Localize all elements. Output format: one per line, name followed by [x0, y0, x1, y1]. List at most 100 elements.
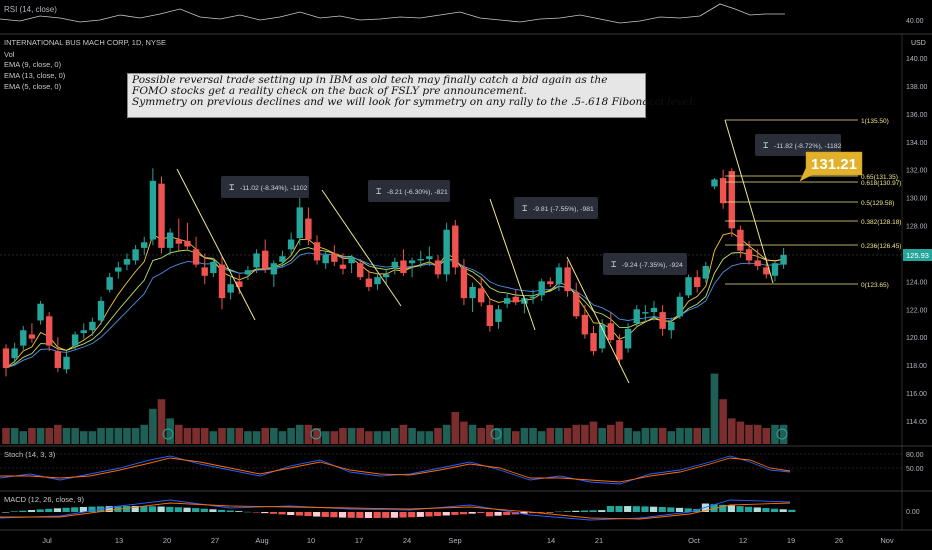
fib-label: 1(135.50) [861, 118, 889, 125]
macd-bar [753, 507, 761, 512]
volume-bar [607, 424, 615, 444]
y-tick-label: 140.00 [906, 56, 928, 63]
macd-bar [624, 506, 632, 512]
macd-bar [36, 509, 44, 512]
macd-bar [762, 508, 770, 512]
macd-bar [148, 506, 157, 512]
candle-body [460, 267, 468, 299]
volume-bar [632, 431, 641, 444]
macd-bar [641, 506, 649, 512]
macd-bar [313, 512, 321, 517]
volume-bar [771, 424, 779, 444]
volume-bar [244, 431, 252, 444]
macd-bar [598, 510, 606, 512]
candle-body [417, 259, 424, 261]
macd-bar [140, 506, 148, 512]
x-tick-label: 17 [355, 536, 363, 545]
volume-bar [373, 431, 382, 444]
decline-lines [176, 119, 774, 384]
y-tick-label: 122.00 [906, 307, 928, 314]
candle-body [650, 307, 658, 313]
volume-bar [209, 431, 218, 444]
macd-bar [684, 508, 692, 512]
y-tick-label: 136.00 [906, 112, 928, 119]
volume-bar [62, 428, 71, 444]
macd-bar [727, 505, 735, 512]
volume-bar [2, 428, 10, 444]
macd-bar [252, 512, 260, 513]
volume-bar [520, 428, 529, 444]
candle-body [495, 309, 502, 322]
macd-bar [554, 511, 563, 513]
candle-body [443, 229, 450, 275]
candle-body [97, 300, 105, 321]
macd-bar [157, 506, 165, 512]
x-tick-label: Jul [42, 536, 52, 545]
volume-bar [693, 428, 701, 444]
macd-bar [537, 512, 545, 513]
candle-body [63, 356, 70, 370]
macd-bar [589, 510, 597, 512]
volume-bar [676, 428, 684, 444]
candle-body [80, 330, 87, 334]
x-tick-label: Nov [880, 536, 894, 545]
macd-bar [693, 508, 701, 512]
candle-body [685, 277, 692, 296]
macd-bar [295, 512, 303, 516]
volume-bar [123, 428, 131, 444]
candle-body [132, 249, 139, 261]
stoch-panel: Stoch (14, 3, 3) 80.00 50.00 [0, 450, 924, 485]
x-tick-label: 19 [787, 536, 795, 545]
volume-bar [546, 428, 555, 444]
candle-body [382, 274, 390, 278]
candle-body [642, 312, 649, 314]
y-tick-label: 118.00 [906, 363, 927, 370]
volume-bar [71, 428, 79, 444]
macd-label: MACD (12, 26, close, 9) [4, 495, 85, 504]
volume-bar [399, 424, 408, 444]
volume-bar [304, 424, 313, 444]
candle-body [20, 330, 27, 346]
candle-body [201, 267, 208, 276]
volume-bar [382, 431, 390, 444]
ema-5-label: EMA (5, close, 0) [4, 82, 62, 91]
stoch-label: Stoch (14, 3, 3) [4, 450, 56, 459]
volume-bar [702, 428, 710, 444]
x-tick-label: Oct [688, 536, 701, 545]
volume-bar [97, 428, 105, 444]
volume-bar [762, 428, 771, 444]
candle-body [357, 263, 364, 278]
fib-label: 0(123.65) [861, 282, 889, 289]
volume-bar [477, 428, 485, 444]
fibonacci-retracement: 1(135.50) 0.65(131.35)0.618(130.97) 0.5(12… [725, 118, 901, 289]
volume-bar [684, 428, 693, 444]
rsi-tick: 40.00 [906, 18, 924, 25]
macd-bar [468, 512, 476, 514]
candle-body [529, 296, 537, 299]
candle-body [771, 263, 779, 276]
macd-bar [615, 506, 623, 512]
candle-body [46, 316, 53, 346]
volume-bar [287, 428, 295, 444]
candle-body [115, 267, 122, 272]
volume-bar [175, 424, 183, 444]
candle-body [313, 242, 321, 261]
volume-bar [391, 428, 399, 444]
macd-bar [287, 512, 295, 516]
macd-bar [434, 512, 442, 516]
candle-body [763, 267, 770, 275]
ema-5-line [5, 232, 784, 369]
candle-body [512, 296, 519, 303]
fib-label: 0.618(130.97) [861, 180, 901, 187]
volume-bar [486, 424, 494, 444]
candle-body [210, 261, 217, 274]
volume-bar [537, 431, 546, 444]
candle-body [175, 239, 182, 244]
measure-icon: ⌶ [763, 141, 769, 151]
x-tick-label: 12 [739, 536, 747, 545]
volume-bar [270, 428, 278, 444]
macd-bar [183, 507, 191, 512]
candle-body [581, 314, 589, 335]
candle-body [123, 259, 131, 265]
